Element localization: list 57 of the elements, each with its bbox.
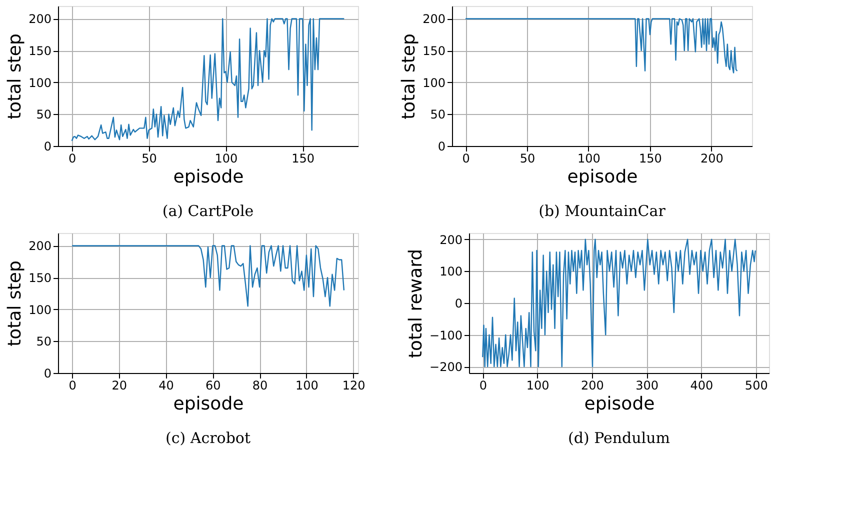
x-tick-label: 100 <box>214 152 238 166</box>
x-tick-label: 0 <box>68 152 76 166</box>
y-tick-label: 0 <box>454 296 462 310</box>
x-tick-label: 150 <box>292 152 315 166</box>
y-tick-label: 200 <box>28 12 52 26</box>
y-axis-title: total step <box>398 34 420 120</box>
x-tick-label: 100 <box>295 378 318 392</box>
y-tick-label: −200 <box>430 360 462 374</box>
y-tick-label: 200 <box>28 239 52 254</box>
y-tick-label: 100 <box>440 264 462 279</box>
x-tick-label: 80 <box>252 378 268 392</box>
line-series <box>482 238 756 368</box>
y-axis-title: total reward <box>406 248 427 358</box>
x-tick-label: 150 <box>639 152 662 166</box>
text: (a) CartPole <box>162 202 254 220</box>
y-axis-title: total step <box>4 260 26 346</box>
text: (d) Pendulum <box>568 429 670 447</box>
y-tick-label: 100 <box>28 302 52 317</box>
y-tick-label: 150 <box>28 44 52 58</box>
y-tick-label: 50 <box>430 108 446 122</box>
line-series <box>464 18 738 74</box>
y-tick-label: 50 <box>36 334 52 349</box>
y-tick-label: 0 <box>438 140 446 154</box>
text: (c) Acrobot <box>166 429 250 447</box>
x-tick-label: 40 <box>158 378 174 392</box>
x-axis-title: episode <box>173 166 244 188</box>
x-tick-label: 500 <box>744 378 768 392</box>
x-tick-label: 300 <box>636 378 659 392</box>
y-tick-label: 100 <box>28 76 52 90</box>
x-tick-label: 50 <box>142 152 157 166</box>
y-tick-label: 50 <box>36 108 52 122</box>
x-tick-label: 0 <box>479 378 487 392</box>
x-tick-label: 60 <box>206 378 221 392</box>
x-tick-label: 200 <box>700 152 724 166</box>
x-tick-label: 0 <box>68 378 76 392</box>
y-axis-title: total step <box>4 34 26 120</box>
y-tick-label: 150 <box>28 271 52 286</box>
x-tick-label: 400 <box>690 378 714 392</box>
y-tick-label: −100 <box>430 328 462 342</box>
y-tick-label: 150 <box>422 44 446 58</box>
x-tick-label: 200 <box>581 378 604 392</box>
text: (b) MountainCar <box>538 202 666 220</box>
x-axis-title: episode <box>567 166 638 188</box>
y-tick-label: 200 <box>422 12 446 26</box>
x-tick-label: 100 <box>526 378 550 392</box>
x-tick-label: 20 <box>112 378 128 392</box>
y-tick-label: 200 <box>440 232 462 247</box>
x-axis-title: episode <box>584 394 655 414</box>
x-axis-title: episode <box>173 394 244 414</box>
y-tick-label: 0 <box>44 140 52 154</box>
y-tick-label: 0 <box>44 366 52 380</box>
y-tick-label: 100 <box>422 76 446 90</box>
x-tick-label: 50 <box>520 152 536 166</box>
x-tick-label: 100 <box>578 152 600 166</box>
line-series <box>71 18 345 142</box>
x-tick-label: 120 <box>342 378 366 392</box>
line-series <box>71 245 345 307</box>
